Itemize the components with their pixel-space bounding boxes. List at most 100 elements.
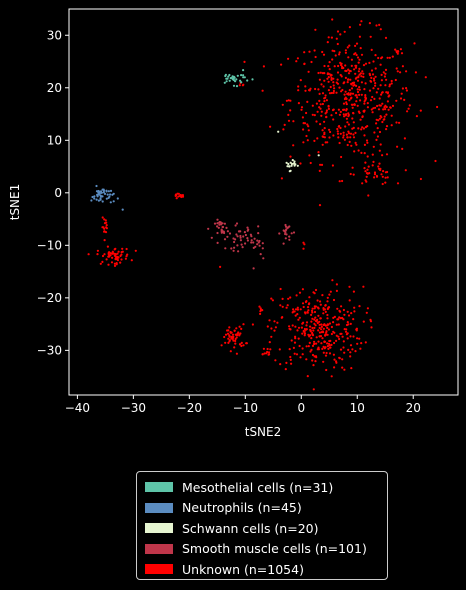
point-unknown bbox=[331, 18, 334, 21]
point-unknown bbox=[283, 123, 286, 126]
point-smooth-muscle-cells bbox=[286, 226, 289, 229]
point-unknown bbox=[351, 127, 354, 130]
point-unknown bbox=[302, 305, 305, 309]
point-unknown bbox=[360, 81, 363, 84]
point-mesothelial-cells bbox=[228, 79, 231, 82]
point-neutrophils bbox=[95, 184, 98, 188]
point-unknown bbox=[302, 247, 305, 250]
point-unknown bbox=[313, 307, 316, 310]
point-unknown bbox=[299, 356, 302, 359]
point-unknown bbox=[372, 60, 375, 63]
point-unknown bbox=[322, 327, 325, 330]
point-unknown bbox=[297, 85, 300, 88]
point-unknown bbox=[121, 247, 124, 250]
point-unknown bbox=[386, 176, 389, 179]
point-unknown bbox=[372, 107, 375, 110]
point-unknown bbox=[279, 363, 282, 366]
point-unknown bbox=[327, 80, 330, 83]
point-smooth-muscle-cells bbox=[219, 221, 222, 224]
point-unknown bbox=[383, 118, 386, 121]
point-unknown bbox=[309, 87, 312, 90]
point-unknown bbox=[350, 87, 354, 90]
point-unknown bbox=[340, 155, 343, 159]
point-unknown bbox=[306, 310, 309, 314]
point-unknown bbox=[333, 87, 336, 90]
point-smooth-muscle-cells bbox=[235, 222, 239, 225]
point-unknown bbox=[113, 248, 116, 251]
point-unknown bbox=[373, 97, 376, 100]
point-unknown bbox=[309, 325, 312, 328]
point-unknown bbox=[234, 342, 237, 345]
point-unknown bbox=[349, 351, 352, 354]
point-unknown bbox=[329, 85, 332, 89]
point-unknown bbox=[377, 108, 381, 111]
point-unknown bbox=[376, 104, 379, 108]
point-unknown bbox=[314, 360, 317, 363]
point-unknown bbox=[358, 93, 361, 96]
point-unknown bbox=[374, 75, 377, 78]
point-unknown bbox=[401, 65, 404, 68]
point-unknown bbox=[296, 306, 299, 309]
point-unknown bbox=[378, 23, 381, 26]
point-unknown bbox=[385, 105, 388, 109]
point-unknown bbox=[305, 321, 309, 324]
point-unknown bbox=[223, 335, 226, 339]
point-unknown bbox=[346, 310, 349, 313]
point-unknown bbox=[375, 122, 378, 125]
y-tick-label: 0 bbox=[54, 186, 62, 200]
point-unknown bbox=[362, 72, 365, 75]
point-unknown bbox=[240, 341, 243, 344]
point-unknown bbox=[346, 81, 349, 84]
point-unknown bbox=[362, 75, 365, 78]
point-unknown bbox=[341, 335, 344, 338]
point-unknown bbox=[364, 179, 367, 182]
point-unknown bbox=[332, 81, 335, 84]
point-unknown bbox=[370, 48, 373, 52]
point-unknown bbox=[327, 65, 330, 68]
point-unknown bbox=[219, 265, 222, 268]
point-unknown bbox=[266, 325, 269, 328]
point-unknown bbox=[106, 245, 109, 248]
point-unknown bbox=[358, 67, 361, 70]
point-unknown bbox=[87, 253, 90, 256]
point-unknown bbox=[436, 105, 439, 109]
point-unknown bbox=[343, 313, 346, 316]
point-unknown bbox=[320, 331, 323, 334]
point-unknown bbox=[266, 347, 269, 351]
point-neutrophils bbox=[116, 197, 119, 200]
point-unknown bbox=[310, 337, 313, 340]
point-unknown bbox=[335, 283, 338, 286]
point-unknown bbox=[288, 327, 291, 330]
point-unknown bbox=[338, 141, 341, 145]
point-unknown bbox=[343, 30, 346, 33]
legend: Mesothelial cells (n=31) Neutrophils (n=4… bbox=[136, 471, 388, 580]
point-unknown bbox=[382, 170, 385, 173]
point-unknown bbox=[117, 256, 120, 259]
point-smooth-muscle-cells bbox=[250, 239, 253, 242]
point-unknown bbox=[322, 351, 325, 354]
point-neutrophils bbox=[95, 198, 98, 201]
point-unknown bbox=[381, 175, 384, 178]
point-unknown bbox=[263, 352, 266, 355]
point-unknown bbox=[343, 328, 346, 331]
point-unknown bbox=[296, 329, 299, 332]
point-unknown bbox=[96, 249, 99, 252]
point-unknown bbox=[370, 76, 373, 79]
point-smooth-muscle-cells bbox=[282, 242, 285, 245]
point-unknown bbox=[318, 204, 322, 207]
point-mesothelial-cells bbox=[228, 73, 231, 77]
point-mesothelial-cells bbox=[246, 79, 249, 82]
point-unknown bbox=[365, 311, 368, 314]
point-unknown bbox=[343, 93, 346, 96]
point-unknown bbox=[335, 323, 338, 326]
point-unknown bbox=[315, 336, 318, 339]
point-unknown bbox=[311, 311, 314, 314]
point-smooth-muscle-cells bbox=[244, 242, 247, 245]
point-unknown bbox=[396, 182, 400, 185]
point-unknown bbox=[344, 96, 347, 99]
point-unknown bbox=[268, 341, 271, 344]
point-unknown bbox=[316, 110, 319, 113]
point-unknown bbox=[338, 51, 341, 54]
point-unknown bbox=[351, 103, 354, 106]
point-unknown bbox=[289, 355, 292, 359]
